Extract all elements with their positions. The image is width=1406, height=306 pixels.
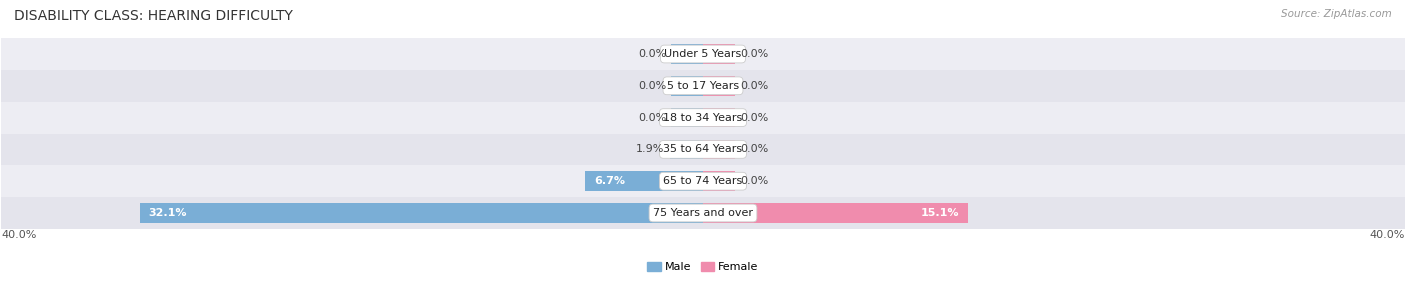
Bar	[703, 171, 734, 191]
Text: 0.0%: 0.0%	[638, 49, 666, 59]
Bar	[1, 197, 1405, 229]
Bar	[1, 165, 1405, 197]
Text: 18 to 34 Years: 18 to 34 Years	[664, 113, 742, 123]
Bar	[1, 133, 1405, 165]
Text: 40.0%: 40.0%	[1, 230, 37, 241]
Bar	[672, 44, 703, 64]
Bar	[703, 76, 734, 96]
Text: 40.0%: 40.0%	[1369, 230, 1405, 241]
Bar	[1, 38, 1405, 70]
Text: 6.7%: 6.7%	[595, 176, 626, 186]
Text: 1.9%: 1.9%	[636, 144, 665, 155]
Bar	[703, 44, 734, 64]
Text: 0.0%: 0.0%	[638, 81, 666, 91]
Text: 35 to 64 Years: 35 to 64 Years	[664, 144, 742, 155]
Bar	[669, 140, 703, 159]
Bar	[585, 171, 703, 191]
Bar	[703, 108, 734, 128]
Text: 0.0%: 0.0%	[638, 113, 666, 123]
Bar	[141, 203, 703, 223]
Text: 0.0%: 0.0%	[740, 144, 768, 155]
Text: 75 Years and over: 75 Years and over	[652, 208, 754, 218]
Text: 65 to 74 Years: 65 to 74 Years	[664, 176, 742, 186]
Bar	[1, 70, 1405, 102]
Text: 32.1%: 32.1%	[149, 208, 187, 218]
Text: 0.0%: 0.0%	[740, 176, 768, 186]
Bar	[672, 108, 703, 128]
Text: 0.0%: 0.0%	[740, 113, 768, 123]
Text: 15.1%: 15.1%	[921, 208, 959, 218]
Text: DISABILITY CLASS: HEARING DIFFICULTY: DISABILITY CLASS: HEARING DIFFICULTY	[14, 9, 292, 23]
Text: 5 to 17 Years: 5 to 17 Years	[666, 81, 740, 91]
Text: Under 5 Years: Under 5 Years	[665, 49, 741, 59]
Bar	[703, 203, 967, 223]
Text: Source: ZipAtlas.com: Source: ZipAtlas.com	[1281, 9, 1392, 19]
Text: 0.0%: 0.0%	[740, 49, 768, 59]
Text: 0.0%: 0.0%	[740, 81, 768, 91]
Bar	[1, 102, 1405, 133]
Legend: Male, Female: Male, Female	[643, 258, 763, 277]
Bar	[672, 76, 703, 96]
Bar	[703, 140, 734, 159]
